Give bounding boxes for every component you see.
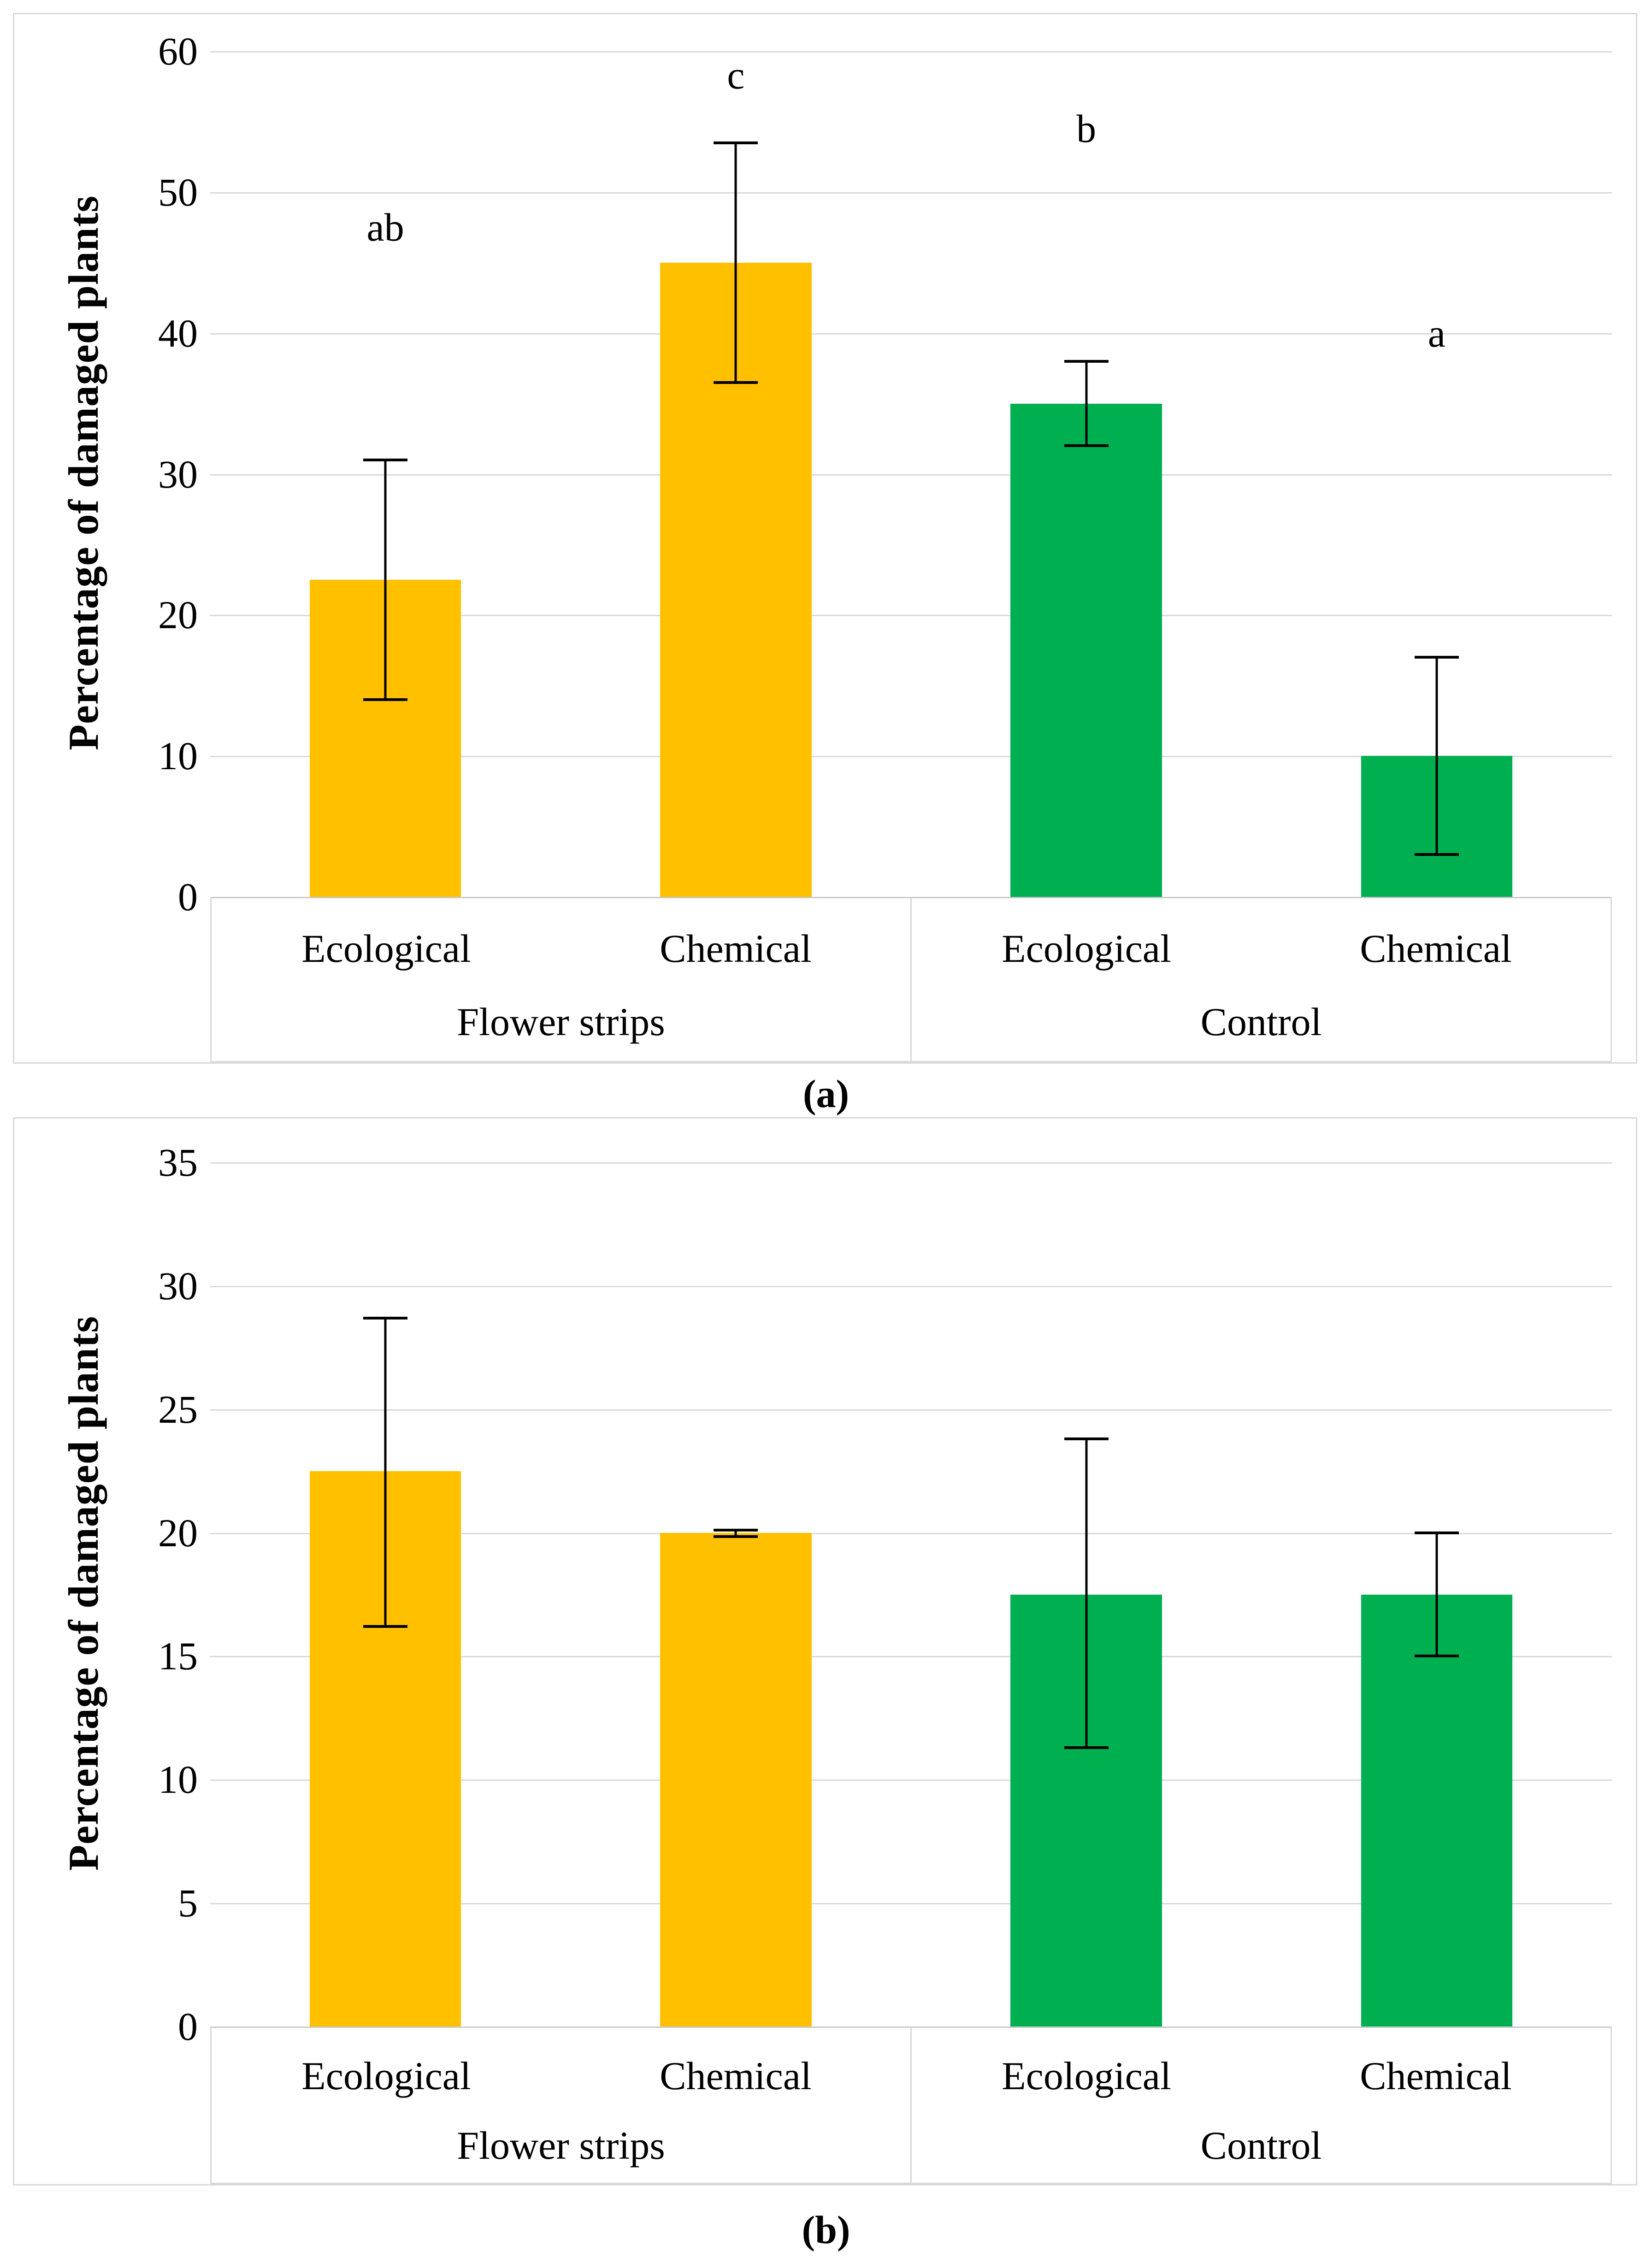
- error-bar-cap-bottom: [1064, 444, 1109, 448]
- bar-control-ecological: [1010, 403, 1162, 897]
- error-bar-cap-bottom: [363, 1625, 408, 1628]
- group-label-flower-strips: Flower strips: [457, 1000, 665, 1044]
- category-group-flower-strips: Ecological Chemical Flower strips: [212, 2028, 910, 2183]
- error-bar-cap-top: [1414, 656, 1459, 659]
- error-bar-cap-bottom: [714, 1535, 758, 1538]
- error-bar-control-ecological: [1085, 361, 1088, 446]
- error-bar-flower-strips-ecological: [384, 1318, 387, 1627]
- category-label-control-ecological: Ecological: [1002, 926, 1171, 971]
- y-tick-label-35: 35: [158, 1140, 198, 1184]
- significance-letter-c: c: [727, 53, 745, 97]
- category-label-flower-strips-ecological: Ecological: [301, 2054, 471, 2098]
- y-tick-label-15: 15: [158, 1634, 198, 1679]
- error-bar-cap-top: [1064, 359, 1109, 363]
- y-tick-label-20: 20: [158, 593, 198, 637]
- gridline-y-30: [210, 474, 1612, 476]
- category-axis: Ecological Chemical Flower strips Ecologica…: [210, 2026, 1612, 2184]
- bar-flower-strips-chemical: [660, 1532, 812, 2026]
- gridline-y-25: [210, 1409, 1612, 1411]
- y-tick-label-30: 30: [158, 1263, 198, 1308]
- category-group-flower-strips: Ecological Chemical Flower strips: [212, 898, 910, 1061]
- chart-panel-a: Percentage of damaged plants 0 10 20 30 40 50…: [13, 13, 1637, 1064]
- y-axis-tick-labels: 0 5 10 15 20 25 30 35: [14, 1143, 198, 2046]
- y-tick-label-0: 0: [178, 875, 198, 919]
- gridline-y-20: [210, 615, 1612, 617]
- error-bar-cap-bottom: [714, 381, 758, 384]
- gridline-y-30: [210, 1285, 1612, 1287]
- y-tick-label-10: 10: [158, 1757, 198, 1802]
- y-tick-label-20: 20: [158, 1510, 198, 1555]
- y-tick-label-0: 0: [178, 2004, 198, 2049]
- group-label-control: Control: [1200, 2123, 1322, 2168]
- y-tick-label-5: 5: [178, 1881, 198, 1926]
- gridline-y-20: [210, 1532, 1612, 1534]
- error-bar-cap-bottom: [363, 698, 408, 701]
- error-bar-control-ecological: [1085, 1439, 1088, 1748]
- category-group-control: Ecological Chemical Control: [910, 2028, 1611, 2183]
- gridline-y-15: [210, 1656, 1612, 1658]
- error-bar-cap-bottom: [1414, 853, 1459, 856]
- error-bar-cap-bottom: [1064, 1746, 1109, 1749]
- category-label-flower-strips-chemical: Chemical: [660, 2054, 812, 2098]
- error-bar-cap-top: [1064, 1437, 1109, 1440]
- y-tick-label-60: 60: [158, 29, 198, 73]
- y-tick-label-50: 50: [158, 170, 198, 214]
- error-bar-cap-top: [714, 1529, 758, 1532]
- gridline-y-5: [210, 1903, 1612, 1905]
- gridline-y-10: [210, 756, 1612, 758]
- panel-caption-b: (b): [802, 2208, 850, 2252]
- error-bar-control-chemical: [1435, 1532, 1438, 1656]
- y-tick-label-40: 40: [158, 311, 198, 355]
- chart-panel-b: Percentage of damaged plants 0 5 10 15 20 25 3…: [13, 1117, 1637, 2185]
- plot-area: ab c b a: [210, 51, 1612, 897]
- bar-control-chemical: [1361, 1594, 1513, 2026]
- significance-letter-a: a: [1428, 311, 1446, 355]
- y-tick-label-10: 10: [158, 734, 198, 778]
- significance-letter-ab: ab: [366, 205, 404, 250]
- gridline-y-50: [210, 192, 1612, 194]
- error-bar-cap-top: [714, 141, 758, 144]
- error-bar-flower-strips-ecological: [384, 459, 387, 700]
- error-bar-flower-strips-chemical: [734, 142, 737, 383]
- error-bar-cap-top: [363, 458, 408, 461]
- category-label-control-ecological: Ecological: [1002, 2054, 1171, 2098]
- error-bar-control-chemical: [1435, 657, 1438, 855]
- gridline-y-10: [210, 1779, 1612, 1781]
- significance-letter-b: b: [1076, 106, 1097, 151]
- category-group-control: Ecological Chemical Control: [910, 898, 1611, 1061]
- category-label-flower-strips-chemical: Chemical: [660, 926, 812, 971]
- gridline-y-40: [210, 333, 1612, 335]
- error-bar-cap-top: [363, 1316, 408, 1320]
- category-label-flower-strips-ecological: Ecological: [301, 926, 471, 971]
- category-axis: Ecological Chemical Flower strips Ecologica…: [210, 897, 1612, 1062]
- y-tick-label-30: 30: [158, 452, 198, 496]
- panel-caption-a: (a): [802, 1072, 850, 1116]
- group-label-control: Control: [1200, 1000, 1322, 1044]
- y-tick-label-25: 25: [158, 1387, 198, 1431]
- gridline-y-60: [210, 51, 1612, 53]
- error-bar-flower-strips-chemical: [734, 1530, 737, 1537]
- error-bar-cap-bottom: [1414, 1655, 1459, 1658]
- error-bar-cap-top: [1414, 1531, 1459, 1534]
- group-label-flower-strips: Flower strips: [457, 2123, 665, 2168]
- category-label-control-chemical: Chemical: [1360, 2054, 1512, 2098]
- y-axis-tick-labels: 0 10 20 30 40 50 60: [14, 31, 198, 917]
- gridline-y-35: [210, 1162, 1612, 1164]
- plot-area: [210, 1162, 1612, 2026]
- category-label-control-chemical: Chemical: [1360, 926, 1512, 971]
